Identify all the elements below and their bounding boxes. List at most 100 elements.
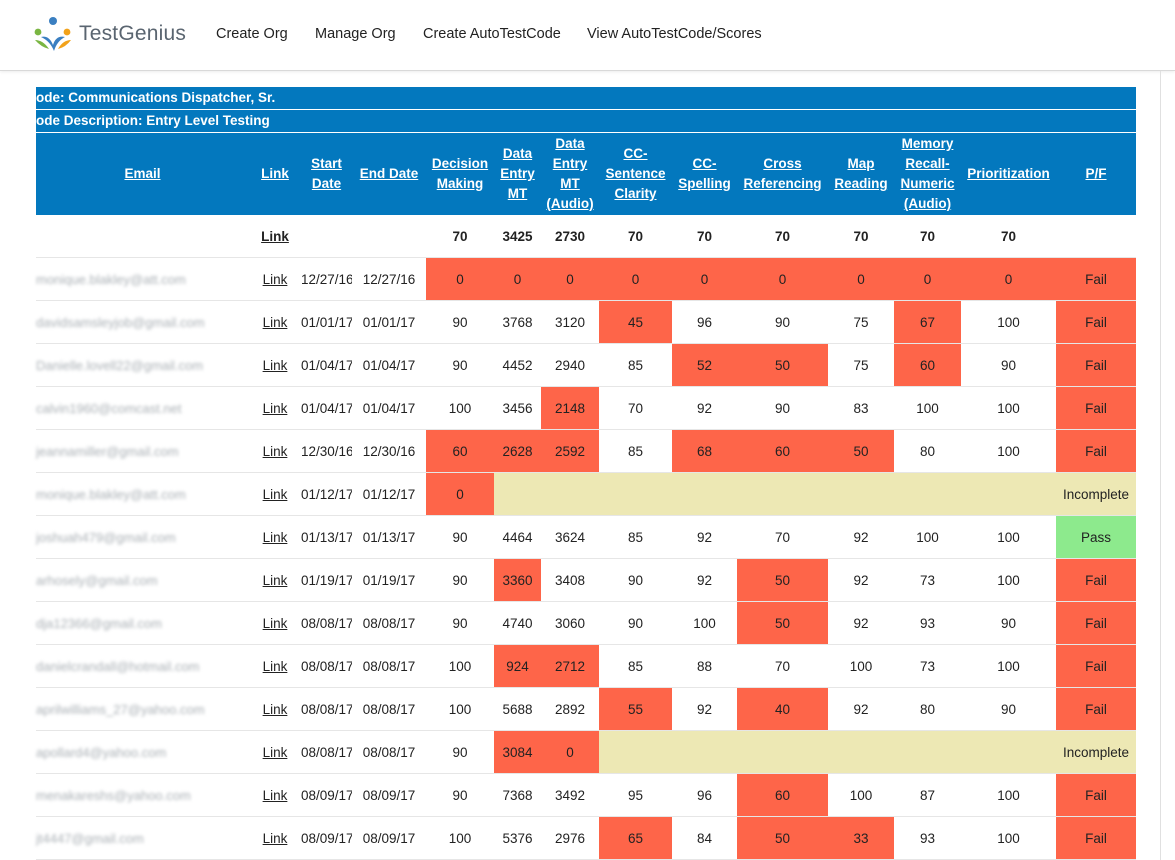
- scores-report: ode: Communications Dispatcher, Sr. ode …: [36, 87, 1136, 860]
- threshold-value: 2730: [541, 215, 599, 258]
- candidate-link[interactable]: Link: [249, 687, 301, 731]
- score-cell: 90: [599, 558, 672, 602]
- table-row: monique.blakley@att.com Link 01/12/17 01/12…: [36, 472, 1136, 516]
- result-badge: Fail: [1056, 687, 1136, 731]
- candidate-link[interactable]: Link: [249, 644, 301, 688]
- score-cell: 5376: [494, 816, 541, 860]
- end-date: 08/09/17: [352, 773, 426, 817]
- incomplete-span-cell: [599, 730, 1056, 774]
- column-header-link[interactable]: Link: [249, 133, 301, 215]
- end-date: 01/19/17: [352, 558, 426, 602]
- result-badge: Fail: [1056, 816, 1136, 860]
- candidate-email: apollard4@yahoo.com: [36, 730, 249, 774]
- column-header-prioritization[interactable]: Prioritization: [961, 133, 1056, 215]
- candidate-link[interactable]: Link: [249, 429, 301, 473]
- nav-view-autotestcode-scores[interactable]: View AutoTestCode/Scores: [587, 26, 762, 42]
- table-row: jeannamiller@gmail.com Link 12/30/16 12/30/…: [36, 429, 1136, 473]
- score-cell: 90: [426, 300, 494, 344]
- result-badge: Incomplete: [1056, 730, 1136, 774]
- app-logo[interactable]: TestGenius: [31, 13, 191, 57]
- score-cell: 70: [737, 644, 828, 688]
- candidate-link[interactable]: Link: [249, 816, 301, 860]
- score-cell: 50: [737, 601, 828, 645]
- score-cell: 75: [828, 343, 894, 387]
- column-header-start-date[interactable]: Start Date: [301, 133, 352, 215]
- table-row: dja12366@gmail.com Link 08/08/17 08/08/17 90…: [36, 601, 1136, 645]
- column-header-map-reading[interactable]: Map Reading: [828, 133, 894, 215]
- score-cell: 3768: [494, 300, 541, 344]
- score-cell: 0: [599, 257, 672, 301]
- score-cell: 90: [961, 343, 1056, 387]
- score-cell: 4740: [494, 601, 541, 645]
- candidate-link[interactable]: Link: [249, 773, 301, 817]
- score-cell: 92: [672, 386, 737, 430]
- score-cell: 100: [894, 515, 961, 559]
- score-cell: 60: [737, 773, 828, 817]
- table-header-row: Email Link Start Date End Date Decision Maki…: [36, 133, 1136, 215]
- column-header-data-entry-mt[interactable]: Data Entry MT: [494, 133, 541, 215]
- candidate-link[interactable]: Link: [249, 386, 301, 430]
- score-cell: 0: [737, 257, 828, 301]
- score-cell: 90: [426, 343, 494, 387]
- score-cell: 100: [828, 644, 894, 688]
- score-cell: 2892: [541, 687, 599, 731]
- threshold-value: 70: [828, 215, 894, 258]
- score-cell: 60: [737, 429, 828, 473]
- threshold-value: 70: [426, 215, 494, 258]
- nav-create-autotestcode[interactable]: Create AutoTestCode: [423, 26, 561, 42]
- column-header-end-date[interactable]: End Date: [352, 133, 426, 215]
- candidate-link[interactable]: Link: [249, 300, 301, 344]
- candidate-link[interactable]: Link: [249, 730, 301, 774]
- score-cell: 68: [672, 429, 737, 473]
- candidate-link[interactable]: Link: [249, 515, 301, 559]
- column-header-memory-recall-numeric-audio[interactable]: Memory Recall-Numeric (Audio): [894, 133, 961, 215]
- score-cell: 100: [961, 773, 1056, 817]
- end-date: 08/08/17: [352, 687, 426, 731]
- table-row: jt4447@gmail.com Link 08/09/17 08/09/17 100 5…: [36, 816, 1136, 860]
- start-date: 08/08/17: [301, 730, 352, 774]
- candidate-link[interactable]: Link: [249, 343, 301, 387]
- score-cell: 67: [894, 300, 961, 344]
- table-row: monique.blakley@att.com Link 12/27/16 12/27…: [36, 257, 1136, 301]
- table-row: aprilwilliams_27@yahoo.com Link 08/08/17 08…: [36, 687, 1136, 731]
- score-cell: 100: [426, 386, 494, 430]
- column-header-cc-sentence-clarity[interactable]: CC-Sentence Clarity: [599, 133, 672, 215]
- candidate-link[interactable]: Link: [249, 472, 301, 516]
- score-cell: 92: [828, 558, 894, 602]
- threshold-link[interactable]: Link: [249, 215, 301, 258]
- score-cell: 0: [426, 257, 494, 301]
- column-header-pass-fail[interactable]: P/F: [1056, 133, 1136, 215]
- table-row: joshuah479@gmail.com Link 01/13/17 01/13/17…: [36, 515, 1136, 559]
- score-cell: 93: [894, 601, 961, 645]
- testgenius-logo-icon: [34, 17, 71, 51]
- score-cell: 5688: [494, 687, 541, 731]
- score-cell: 100: [961, 386, 1056, 430]
- candidate-link[interactable]: Link: [249, 257, 301, 301]
- score-cell: 100: [961, 816, 1056, 860]
- candidate-link[interactable]: Link: [249, 601, 301, 645]
- start-date: 01/12/17: [301, 472, 352, 516]
- column-header-email[interactable]: Email: [36, 133, 249, 215]
- score-cell: 90: [426, 773, 494, 817]
- column-header-data-entry-mt-audio[interactable]: Data Entry MT (Audio): [541, 133, 599, 215]
- score-cell: 85: [599, 644, 672, 688]
- column-header-cc-spelling[interactable]: CC-Spelling: [672, 133, 737, 215]
- score-cell: 100: [672, 601, 737, 645]
- candidate-link[interactable]: Link: [249, 558, 301, 602]
- score-cell: 100: [961, 558, 1056, 602]
- score-cell: 2712: [541, 644, 599, 688]
- threshold-value: 70: [737, 215, 828, 258]
- score-cell: 88: [672, 644, 737, 688]
- score-cell: 50: [737, 558, 828, 602]
- score-cell: 85: [599, 429, 672, 473]
- score-cell: 52: [672, 343, 737, 387]
- column-header-decision-making[interactable]: Decision Making: [426, 133, 494, 215]
- end-date: 08/09/17: [352, 816, 426, 860]
- score-cell: 7368: [494, 773, 541, 817]
- nav-manage-org[interactable]: Manage Org: [315, 26, 396, 42]
- candidate-email: arhosely@gmail.com: [36, 558, 249, 602]
- score-cell: 70: [737, 515, 828, 559]
- column-header-cross-referencing[interactable]: Cross Referencing: [737, 133, 828, 215]
- nav-create-org[interactable]: Create Org: [216, 26, 288, 42]
- start-date: 08/08/17: [301, 644, 352, 688]
